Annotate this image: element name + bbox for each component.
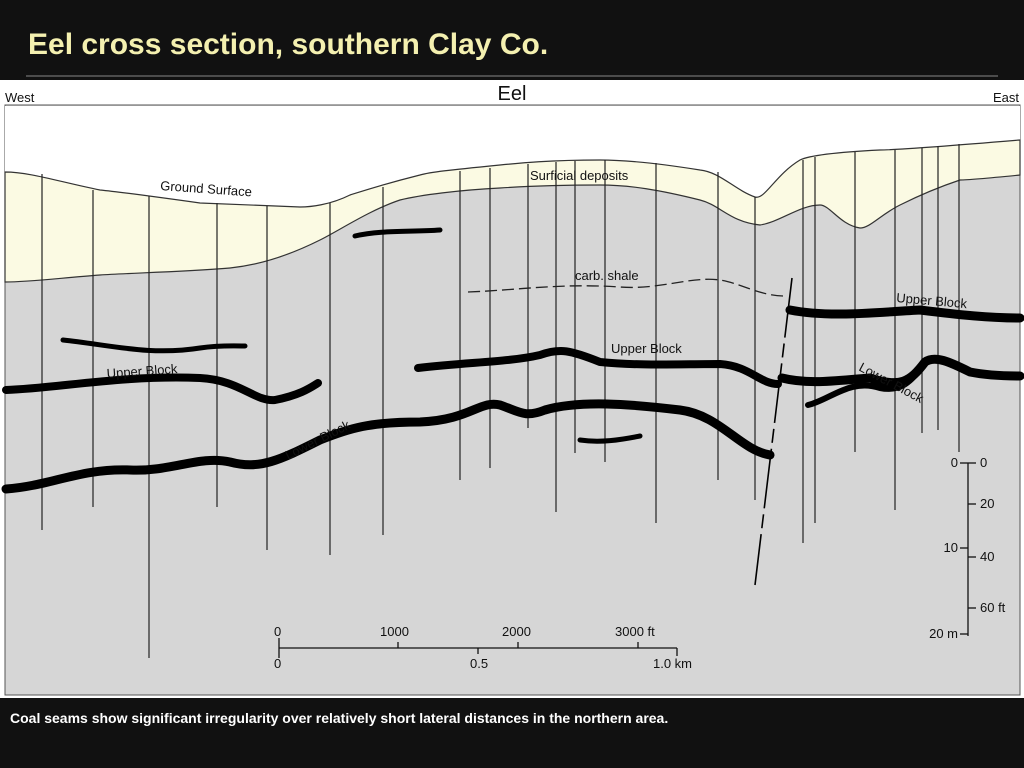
east-label: East (993, 90, 1019, 105)
slide-title: Eel cross section, southern Clay Co. (28, 28, 548, 61)
scale-label: 40 (980, 549, 994, 564)
scale-label: 0 (980, 455, 987, 470)
carb-shale-line (467, 278, 786, 297)
scale-label: 3000 ft (615, 624, 655, 639)
scale-labels: 0 1000 2000 3000 ft 0 0.5 1.0 km 0 20 40 60 ft 0 10 2… (274, 455, 1006, 671)
horizontal-scale (278, 638, 678, 658)
scale-label: 1.0 km (653, 656, 692, 671)
scale-label: 20 m (929, 626, 958, 641)
caption: Coal seams show significant irregularity… (10, 710, 668, 726)
vertical-scale (960, 462, 976, 636)
surficial-deposits (4, 139, 1021, 283)
scale-label: 1000 (380, 624, 409, 639)
upper-block-label: Upper Block (106, 361, 178, 381)
scale-label: 10 (944, 540, 958, 555)
heading: Eel (498, 83, 527, 105)
west-label: West (5, 90, 35, 105)
scale-label: 0 (274, 624, 281, 639)
scale-label: 2000 (502, 624, 531, 639)
surficial-label: Surficial deposits (530, 168, 629, 183)
upper-block-label: Upper Block (896, 290, 968, 311)
coal-seams (1, 227, 1024, 494)
scale-label: 0 (274, 656, 281, 671)
scale-label: 60 ft (980, 600, 1006, 615)
carb-shale-label: carb. shale (575, 268, 639, 283)
upper-block-label: Upper Block (611, 341, 682, 356)
fault (754, 277, 793, 586)
scale-label: 0 (951, 455, 958, 470)
ground-surface-label: Ground Surface (160, 178, 253, 199)
cross-section (1, 104, 1024, 696)
scale-label: 0.5 (470, 656, 488, 671)
sky (5, 106, 1020, 207)
scale-label: 20 (980, 496, 994, 511)
